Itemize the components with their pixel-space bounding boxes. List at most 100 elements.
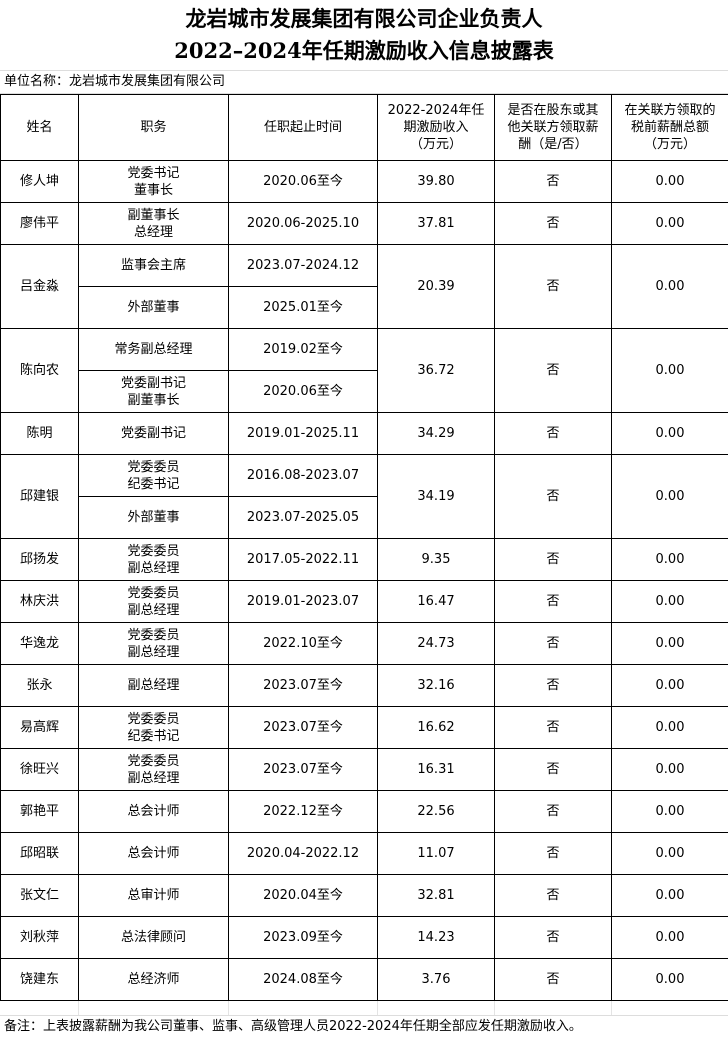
header-amount: 在关联方领取的 税前薪酬总额 （万元） <box>612 95 728 161</box>
empty-cell <box>1 1001 79 1016</box>
income-cell: 11.07 <box>378 833 495 875</box>
name-cell: 刘秋萍 <box>1 917 79 959</box>
income-cell: 9.35 <box>378 539 495 581</box>
related-cell: 否 <box>495 455 612 539</box>
position-cell: 副总经理 <box>79 665 229 707</box>
position-cell: 党委委员 副总经理 <box>79 623 229 665</box>
income-cell: 24.73 <box>378 623 495 665</box>
income-cell: 20.39 <box>378 245 495 329</box>
header-name: 姓名 <box>1 95 79 161</box>
amount-cell: 0.00 <box>612 623 728 665</box>
position-cell: 总审计师 <box>79 875 229 917</box>
position-cell: 党委委员 纪委书记 <box>79 455 229 497</box>
related-cell: 否 <box>495 875 612 917</box>
period-cell: 2023.07-2025.05 <box>229 497 378 539</box>
document-title: 龙岩城市发展集团有限公司企业负责人 2022–2024年任期激励收入信息披露表 <box>0 0 728 71</box>
income-cell: 34.29 <box>378 413 495 455</box>
related-cell: 否 <box>495 791 612 833</box>
amount-cell: 0.00 <box>612 665 728 707</box>
amount-cell: 0.00 <box>612 413 728 455</box>
name-cell: 陈向农 <box>1 329 79 413</box>
empty-row <box>1 1001 728 1016</box>
period-cell: 2020.06至今 <box>229 161 378 203</box>
amount-cell: 0.00 <box>612 791 728 833</box>
period-cell: 2017.05-2022.11 <box>229 539 378 581</box>
period-cell: 2023.07至今 <box>229 707 378 749</box>
amount-cell: 0.00 <box>612 875 728 917</box>
amount-cell: 0.00 <box>612 203 728 245</box>
amount-cell: 0.00 <box>612 959 728 1001</box>
position-cell: 党委书记 董事长 <box>79 161 229 203</box>
amount-cell: 0.00 <box>612 161 728 203</box>
related-cell: 否 <box>495 665 612 707</box>
related-cell: 否 <box>495 413 612 455</box>
name-cell: 邱建银 <box>1 455 79 539</box>
related-cell: 否 <box>495 707 612 749</box>
period-cell: 2019.01-2023.07 <box>229 581 378 623</box>
header-related: 是否在股东或其 他关联方领取薪 酬（是/否） <box>495 95 612 161</box>
name-cell: 邱扬发 <box>1 539 79 581</box>
empty-cell <box>612 1001 728 1016</box>
period-cell: 2020.04-2022.12 <box>229 833 378 875</box>
amount-cell: 0.00 <box>612 581 728 623</box>
amount-cell: 0.00 <box>612 707 728 749</box>
income-cell: 36.72 <box>378 329 495 413</box>
period-cell: 2022.10至今 <box>229 623 378 665</box>
period-cell: 2023.07至今 <box>229 749 378 791</box>
related-cell: 否 <box>495 959 612 1001</box>
related-cell: 否 <box>495 539 612 581</box>
related-cell: 否 <box>495 581 612 623</box>
income-cell: 39.80 <box>378 161 495 203</box>
header-period: 任职起止时间 <box>229 95 378 161</box>
amount-cell: 0.00 <box>612 245 728 329</box>
position-cell: 党委副书记 <box>79 413 229 455</box>
name-cell: 修人坤 <box>1 161 79 203</box>
title-line-2: 2022–2024年任期激励收入信息披露表 <box>174 35 553 67</box>
period-cell: 2023.09至今 <box>229 917 378 959</box>
name-cell: 徐旺兴 <box>1 749 79 791</box>
amount-cell: 0.00 <box>612 833 728 875</box>
empty-cell <box>229 1001 378 1016</box>
income-cell: 32.16 <box>378 665 495 707</box>
period-cell: 2020.06至今 <box>229 371 378 413</box>
header-position: 职务 <box>79 95 229 161</box>
period-cell: 2024.08至今 <box>229 959 378 1001</box>
related-cell: 否 <box>495 245 612 329</box>
income-cell: 3.76 <box>378 959 495 1001</box>
income-cell: 22.56 <box>378 791 495 833</box>
related-cell: 否 <box>495 203 612 245</box>
title-line-1: 龙岩城市发展集团有限公司企业负责人 <box>186 3 543 35</box>
name-cell: 廖伟平 <box>1 203 79 245</box>
name-cell: 郭艳平 <box>1 791 79 833</box>
position-cell: 党委委员 纪委书记 <box>79 707 229 749</box>
related-cell: 否 <box>495 749 612 791</box>
empty-cell <box>79 1001 229 1016</box>
position-cell: 党委委员 副总经理 <box>79 539 229 581</box>
period-cell: 2019.02至今 <box>229 329 378 371</box>
empty-cell <box>495 1001 612 1016</box>
period-cell: 2023.07至今 <box>229 665 378 707</box>
name-cell: 林庆洪 <box>1 581 79 623</box>
position-cell: 党委委员 副总经理 <box>79 581 229 623</box>
name-cell: 易高辉 <box>1 707 79 749</box>
header-row: 姓名 职务 任职起止时间 2022-2024年任 期激励收入 （万元） 是否在股… <box>1 95 728 161</box>
income-cell: 16.47 <box>378 581 495 623</box>
position-cell: 总经济师 <box>79 959 229 1001</box>
period-cell: 2025.01至今 <box>229 287 378 329</box>
amount-cell: 0.00 <box>612 329 728 413</box>
footnote: 备注：上表披露薪酬为我公司董事、监事、高级管理人员2022-2024年任期全部应… <box>0 1015 728 1038</box>
period-cell: 2016.08-2023.07 <box>229 455 378 497</box>
income-cell: 14.23 <box>378 917 495 959</box>
name-cell: 张永 <box>1 665 79 707</box>
position-cell: 总会计师 <box>79 791 229 833</box>
position-cell: 党委委员 副总经理 <box>79 749 229 791</box>
unit-name: 单位名称：龙岩城市发展集团有限公司 <box>0 71 728 94</box>
